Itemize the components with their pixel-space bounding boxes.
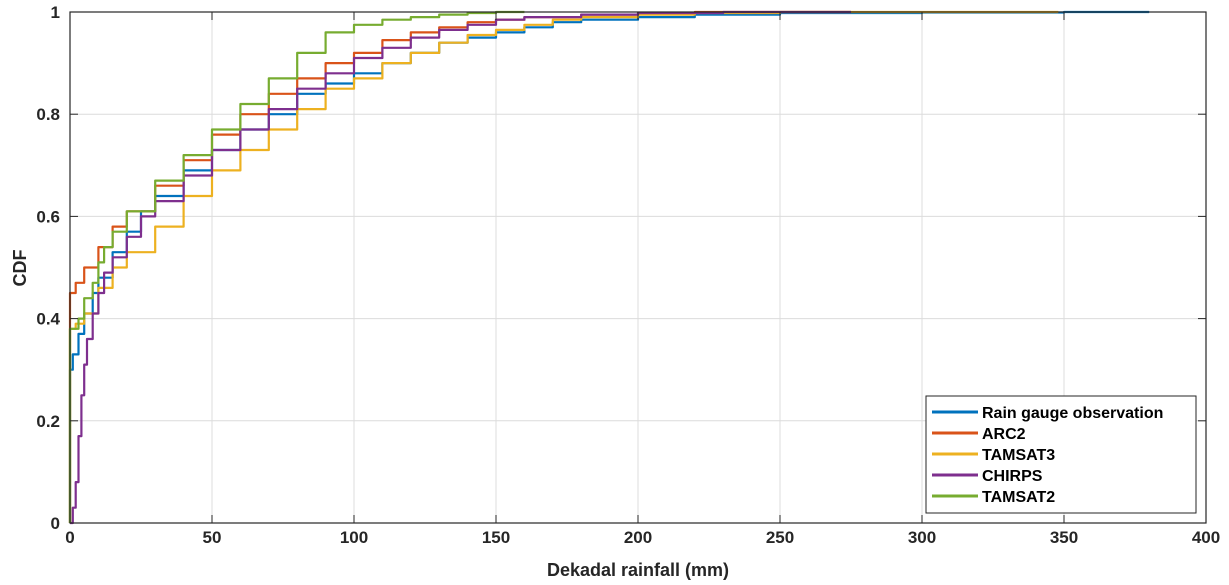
- legend-label-1: ARC2: [982, 426, 1026, 443]
- x-tick-label: 350: [1050, 528, 1078, 547]
- legend-label-4: TAMSAT2: [982, 489, 1055, 506]
- y-tick-label: 0.4: [36, 310, 60, 329]
- x-axis-label: Dekadal rainfall (mm): [547, 560, 729, 580]
- x-tick-label: 150: [482, 528, 510, 547]
- series-line-3: [70, 10, 851, 525]
- y-tick-label: 1: [51, 3, 60, 22]
- legend-label-3: CHIRPS: [982, 468, 1043, 485]
- legend-label-2: TAMSAT3: [982, 447, 1055, 464]
- legend-label-0: Rain gauge observation: [982, 405, 1163, 422]
- y-tick-label: 0: [51, 514, 60, 533]
- x-tick-label: 100: [340, 528, 368, 547]
- y-tick-label: 0.8: [36, 105, 60, 124]
- y-tick-label: 0.2: [36, 412, 60, 431]
- legend: Rain gauge observation ARC2 TAMSAT3 CHIRPS T…: [925, 395, 1197, 514]
- x-tick-label: 300: [908, 528, 936, 547]
- y-axis-label: CDF: [10, 250, 30, 287]
- axis-ticks: 0 50 100 150 200 250 300 350 400 0 0.2 0.4 0.6 0.8 1: [36, 3, 1220, 547]
- y-tick-label: 0.6: [36, 207, 60, 226]
- x-tick-label: 400: [1192, 528, 1220, 547]
- x-tick-label: 50: [203, 528, 222, 547]
- x-tick-label: 200: [624, 528, 652, 547]
- x-tick-label: 0: [65, 528, 74, 547]
- x-tick-label: 250: [766, 528, 794, 547]
- series-line-4: [68, 10, 525, 523]
